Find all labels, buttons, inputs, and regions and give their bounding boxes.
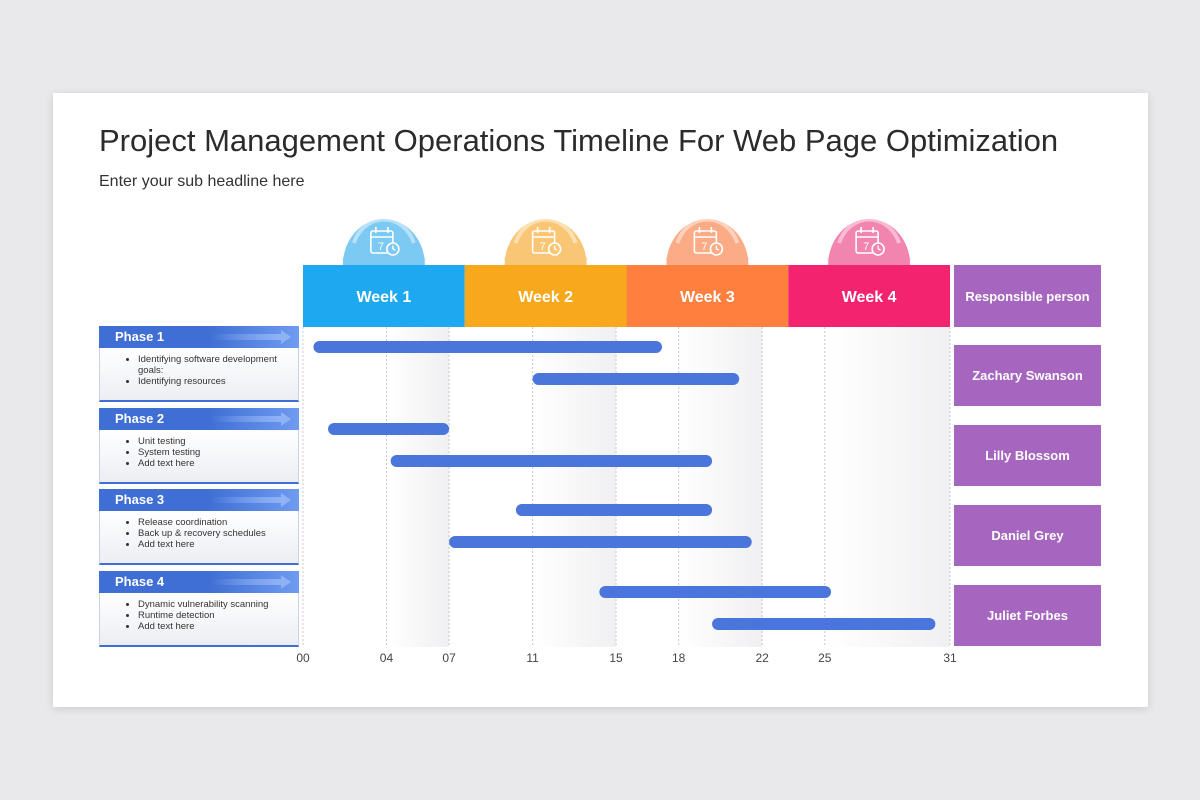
x-tick-label: 15 bbox=[609, 651, 623, 665]
phase-card: Phase 3 Release coordinationBack up & rec… bbox=[99, 489, 299, 565]
week-bubble-highlight bbox=[351, 217, 416, 244]
x-tick-label: 00 bbox=[296, 651, 310, 665]
week-label: Week 2 bbox=[518, 289, 573, 306]
calendar-icon: 7 bbox=[855, 227, 885, 256]
arrow-icon bbox=[211, 334, 281, 340]
arrow-head-icon bbox=[281, 493, 291, 507]
page-title: Project Management Operations Timeline F… bbox=[99, 123, 1059, 158]
week-label: Week 1 bbox=[356, 289, 411, 306]
phase-title-text: Phase 2 bbox=[115, 411, 165, 426]
phase-title-text: Phase 4 bbox=[115, 574, 165, 589]
phase-detail-item: Runtime detection bbox=[138, 610, 290, 621]
week-header bbox=[788, 265, 950, 327]
x-tick-label: 18 bbox=[672, 651, 686, 665]
phase-title: Phase 3 bbox=[99, 489, 299, 511]
responsible-header: Responsible person bbox=[954, 265, 1101, 327]
arrow-head-icon bbox=[281, 575, 291, 589]
phase-detail-item: Add text here bbox=[138, 621, 290, 632]
slide: Project Management Operations Timeline F… bbox=[53, 93, 1148, 707]
week-bubble bbox=[504, 219, 587, 265]
week-bubble-highlight bbox=[675, 217, 740, 244]
responsible-person: Lilly Blossom bbox=[954, 425, 1101, 486]
phase-card: Phase 4 Dynamic vulnerability scanningRun… bbox=[99, 571, 299, 647]
phase-card: Phase 2 Unit testingSystem testingAdd tex… bbox=[99, 408, 299, 484]
phase-title-text: Phase 3 bbox=[115, 492, 165, 507]
phase-detail-item: Add text here bbox=[138, 539, 290, 550]
x-tick-label: 04 bbox=[380, 651, 394, 665]
x-tick-label: 25 bbox=[818, 651, 832, 665]
calendar-icon: 7 bbox=[693, 227, 724, 256]
week-bubble-highlight bbox=[837, 217, 902, 244]
svg-text:7: 7 bbox=[701, 241, 707, 253]
arrow-icon bbox=[211, 416, 281, 422]
phase-detail-item: Unit testing bbox=[138, 436, 290, 447]
arrow-head-icon bbox=[281, 330, 291, 344]
week-bubble-highlight bbox=[513, 217, 578, 244]
arrow-icon bbox=[211, 497, 281, 503]
task-bar bbox=[712, 618, 936, 630]
gantt-chart: 7 Week 1 7 Week 2 7 Week 3 7 Week 4 00 04 0… bbox=[296, 217, 957, 665]
phase-details: Identifying software development goals:I… bbox=[99, 348, 299, 402]
task-bar bbox=[449, 536, 752, 548]
svg-text:7: 7 bbox=[863, 241, 869, 253]
grid-column-shade bbox=[386, 327, 450, 647]
phase-card: Phase 1 Identifying software development … bbox=[99, 326, 299, 402]
week-label: Week 3 bbox=[680, 289, 735, 306]
x-tick-label: 07 bbox=[442, 651, 456, 665]
phase-detail-item: Identifying resources bbox=[138, 376, 290, 387]
week-header bbox=[626, 265, 789, 327]
phase-detail-item: Dynamic vulnerability scanning bbox=[138, 599, 290, 610]
task-bar bbox=[328, 423, 450, 435]
phase-detail-item: Identifying software development goals: bbox=[138, 354, 290, 376]
page-subtitle: Enter your sub headline here bbox=[99, 173, 305, 190]
responsible-person: Daniel Grey bbox=[954, 505, 1101, 566]
task-bar bbox=[515, 504, 713, 516]
week-bubble bbox=[828, 219, 911, 265]
week-header bbox=[303, 265, 465, 327]
phase-details: Release coordinationBack up & recovery s… bbox=[99, 511, 299, 565]
phase-title: Phase 4 bbox=[99, 571, 299, 593]
week-bubble bbox=[666, 219, 749, 265]
responsible-person: Zachary Swanson bbox=[954, 345, 1101, 406]
task-bar bbox=[532, 373, 740, 385]
phase-title-text: Phase 1 bbox=[115, 329, 165, 344]
week-bubble bbox=[342, 219, 425, 265]
week-label: Week 4 bbox=[842, 289, 897, 306]
x-tick-label: 31 bbox=[943, 651, 957, 665]
svg-text:7: 7 bbox=[378, 241, 384, 253]
x-tick-label: 22 bbox=[755, 651, 769, 665]
calendar-icon: 7 bbox=[370, 227, 400, 256]
responsible-person: Juliet Forbes bbox=[954, 585, 1101, 646]
phase-detail-item: Add text here bbox=[138, 458, 290, 469]
task-bar bbox=[313, 341, 662, 353]
grid-column-shade bbox=[824, 327, 950, 647]
phase-details: Dynamic vulnerability scanningRuntime de… bbox=[99, 593, 299, 647]
svg-text:7: 7 bbox=[540, 241, 546, 253]
week-header bbox=[464, 265, 627, 327]
arrow-icon bbox=[211, 579, 281, 585]
phase-detail-item: Back up & recovery schedules bbox=[138, 528, 290, 539]
x-tick-label: 11 bbox=[526, 651, 539, 665]
phase-title: Phase 2 bbox=[99, 408, 299, 430]
phase-details: Unit testingSystem testingAdd text here bbox=[99, 430, 299, 484]
calendar-icon: 7 bbox=[531, 227, 562, 256]
phase-detail-item: System testing bbox=[138, 447, 290, 458]
phase-detail-item: Release coordination bbox=[138, 517, 290, 528]
arrow-head-icon bbox=[281, 412, 291, 426]
phase-title: Phase 1 bbox=[99, 326, 299, 348]
task-bar bbox=[390, 455, 713, 467]
task-bar bbox=[599, 586, 832, 598]
